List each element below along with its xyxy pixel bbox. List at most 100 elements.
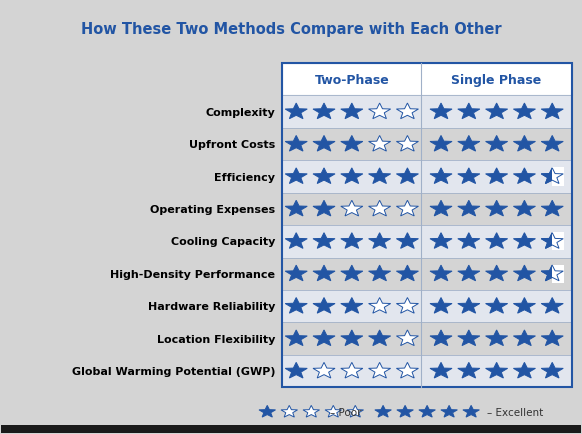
Polygon shape: [368, 233, 391, 249]
Polygon shape: [313, 104, 335, 119]
Polygon shape: [541, 104, 563, 119]
Polygon shape: [458, 266, 480, 281]
Polygon shape: [368, 136, 391, 152]
Text: Location Flexibility: Location Flexibility: [157, 334, 275, 344]
Polygon shape: [341, 136, 363, 152]
Polygon shape: [430, 201, 452, 217]
Polygon shape: [285, 233, 307, 249]
Polygon shape: [541, 233, 563, 249]
Bar: [282, 290, 421, 322]
Text: Cooling Capacity: Cooling Capacity: [171, 237, 275, 247]
Polygon shape: [458, 362, 480, 378]
Bar: [421, 290, 572, 322]
Polygon shape: [325, 405, 342, 417]
Polygon shape: [458, 330, 480, 346]
Polygon shape: [430, 233, 452, 249]
Polygon shape: [430, 266, 452, 281]
Text: Hardware Reliability: Hardware Reliability: [148, 302, 275, 312]
Polygon shape: [485, 298, 508, 313]
Polygon shape: [396, 298, 418, 313]
Polygon shape: [458, 201, 480, 217]
Text: How These Two Methods Compare with Each Other: How These Two Methods Compare with Each …: [81, 22, 501, 37]
Bar: [421, 226, 572, 258]
Polygon shape: [341, 266, 363, 281]
Bar: [421, 96, 572, 128]
Polygon shape: [458, 298, 480, 313]
Polygon shape: [513, 266, 535, 281]
Polygon shape: [285, 362, 307, 378]
Polygon shape: [313, 298, 335, 313]
Polygon shape: [485, 201, 508, 217]
Bar: [282, 96, 421, 128]
Polygon shape: [341, 298, 363, 313]
Polygon shape: [458, 136, 480, 152]
Polygon shape: [259, 405, 275, 417]
Polygon shape: [396, 362, 418, 378]
Polygon shape: [552, 168, 565, 186]
Polygon shape: [368, 298, 391, 313]
Polygon shape: [552, 265, 565, 283]
Polygon shape: [368, 266, 391, 281]
Bar: [282, 226, 421, 258]
Text: Two-Phase: Two-Phase: [314, 74, 389, 86]
Text: Complexity: Complexity: [205, 108, 275, 118]
Polygon shape: [513, 104, 535, 119]
Polygon shape: [285, 298, 307, 313]
Bar: [282, 64, 572, 96]
Polygon shape: [368, 104, 391, 119]
Polygon shape: [430, 104, 452, 119]
Text: Global Warming Potential (GWP): Global Warming Potential (GWP): [72, 366, 275, 376]
Polygon shape: [313, 168, 335, 184]
Polygon shape: [430, 362, 452, 378]
Polygon shape: [285, 330, 307, 346]
Polygon shape: [313, 201, 335, 217]
Polygon shape: [396, 104, 418, 119]
Polygon shape: [430, 168, 452, 184]
Polygon shape: [430, 136, 452, 152]
Polygon shape: [513, 298, 535, 313]
Polygon shape: [541, 136, 563, 152]
Polygon shape: [313, 362, 335, 378]
Polygon shape: [485, 136, 508, 152]
Polygon shape: [552, 233, 565, 251]
Polygon shape: [485, 362, 508, 378]
Polygon shape: [303, 405, 320, 417]
Bar: [282, 64, 572, 387]
Polygon shape: [541, 168, 563, 184]
Polygon shape: [341, 233, 363, 249]
Bar: [421, 355, 572, 387]
Polygon shape: [458, 168, 480, 184]
Polygon shape: [463, 405, 480, 417]
Polygon shape: [485, 168, 508, 184]
Bar: [421, 258, 572, 290]
Polygon shape: [430, 330, 452, 346]
Bar: [421, 322, 572, 355]
Text: – Excellent: – Excellent: [487, 407, 544, 417]
Polygon shape: [368, 201, 391, 217]
Text: Single Phase: Single Phase: [452, 74, 542, 86]
Polygon shape: [368, 168, 391, 184]
Polygon shape: [397, 405, 413, 417]
Polygon shape: [541, 298, 563, 313]
Polygon shape: [441, 405, 457, 417]
Polygon shape: [285, 104, 307, 119]
Polygon shape: [541, 201, 563, 217]
Polygon shape: [396, 136, 418, 152]
Polygon shape: [285, 266, 307, 281]
Polygon shape: [285, 201, 307, 217]
Bar: [282, 258, 421, 290]
Polygon shape: [485, 330, 508, 346]
Polygon shape: [341, 201, 363, 217]
Text: – Poor: – Poor: [330, 407, 361, 417]
Bar: [282, 322, 421, 355]
Polygon shape: [541, 362, 563, 378]
Text: Operating Expenses: Operating Expenses: [150, 204, 275, 214]
Bar: [421, 128, 572, 161]
Polygon shape: [541, 330, 563, 346]
Bar: [421, 193, 572, 226]
Polygon shape: [396, 266, 418, 281]
Polygon shape: [513, 168, 535, 184]
Text: Efficiency: Efficiency: [214, 172, 275, 182]
Polygon shape: [285, 136, 307, 152]
Polygon shape: [313, 136, 335, 152]
